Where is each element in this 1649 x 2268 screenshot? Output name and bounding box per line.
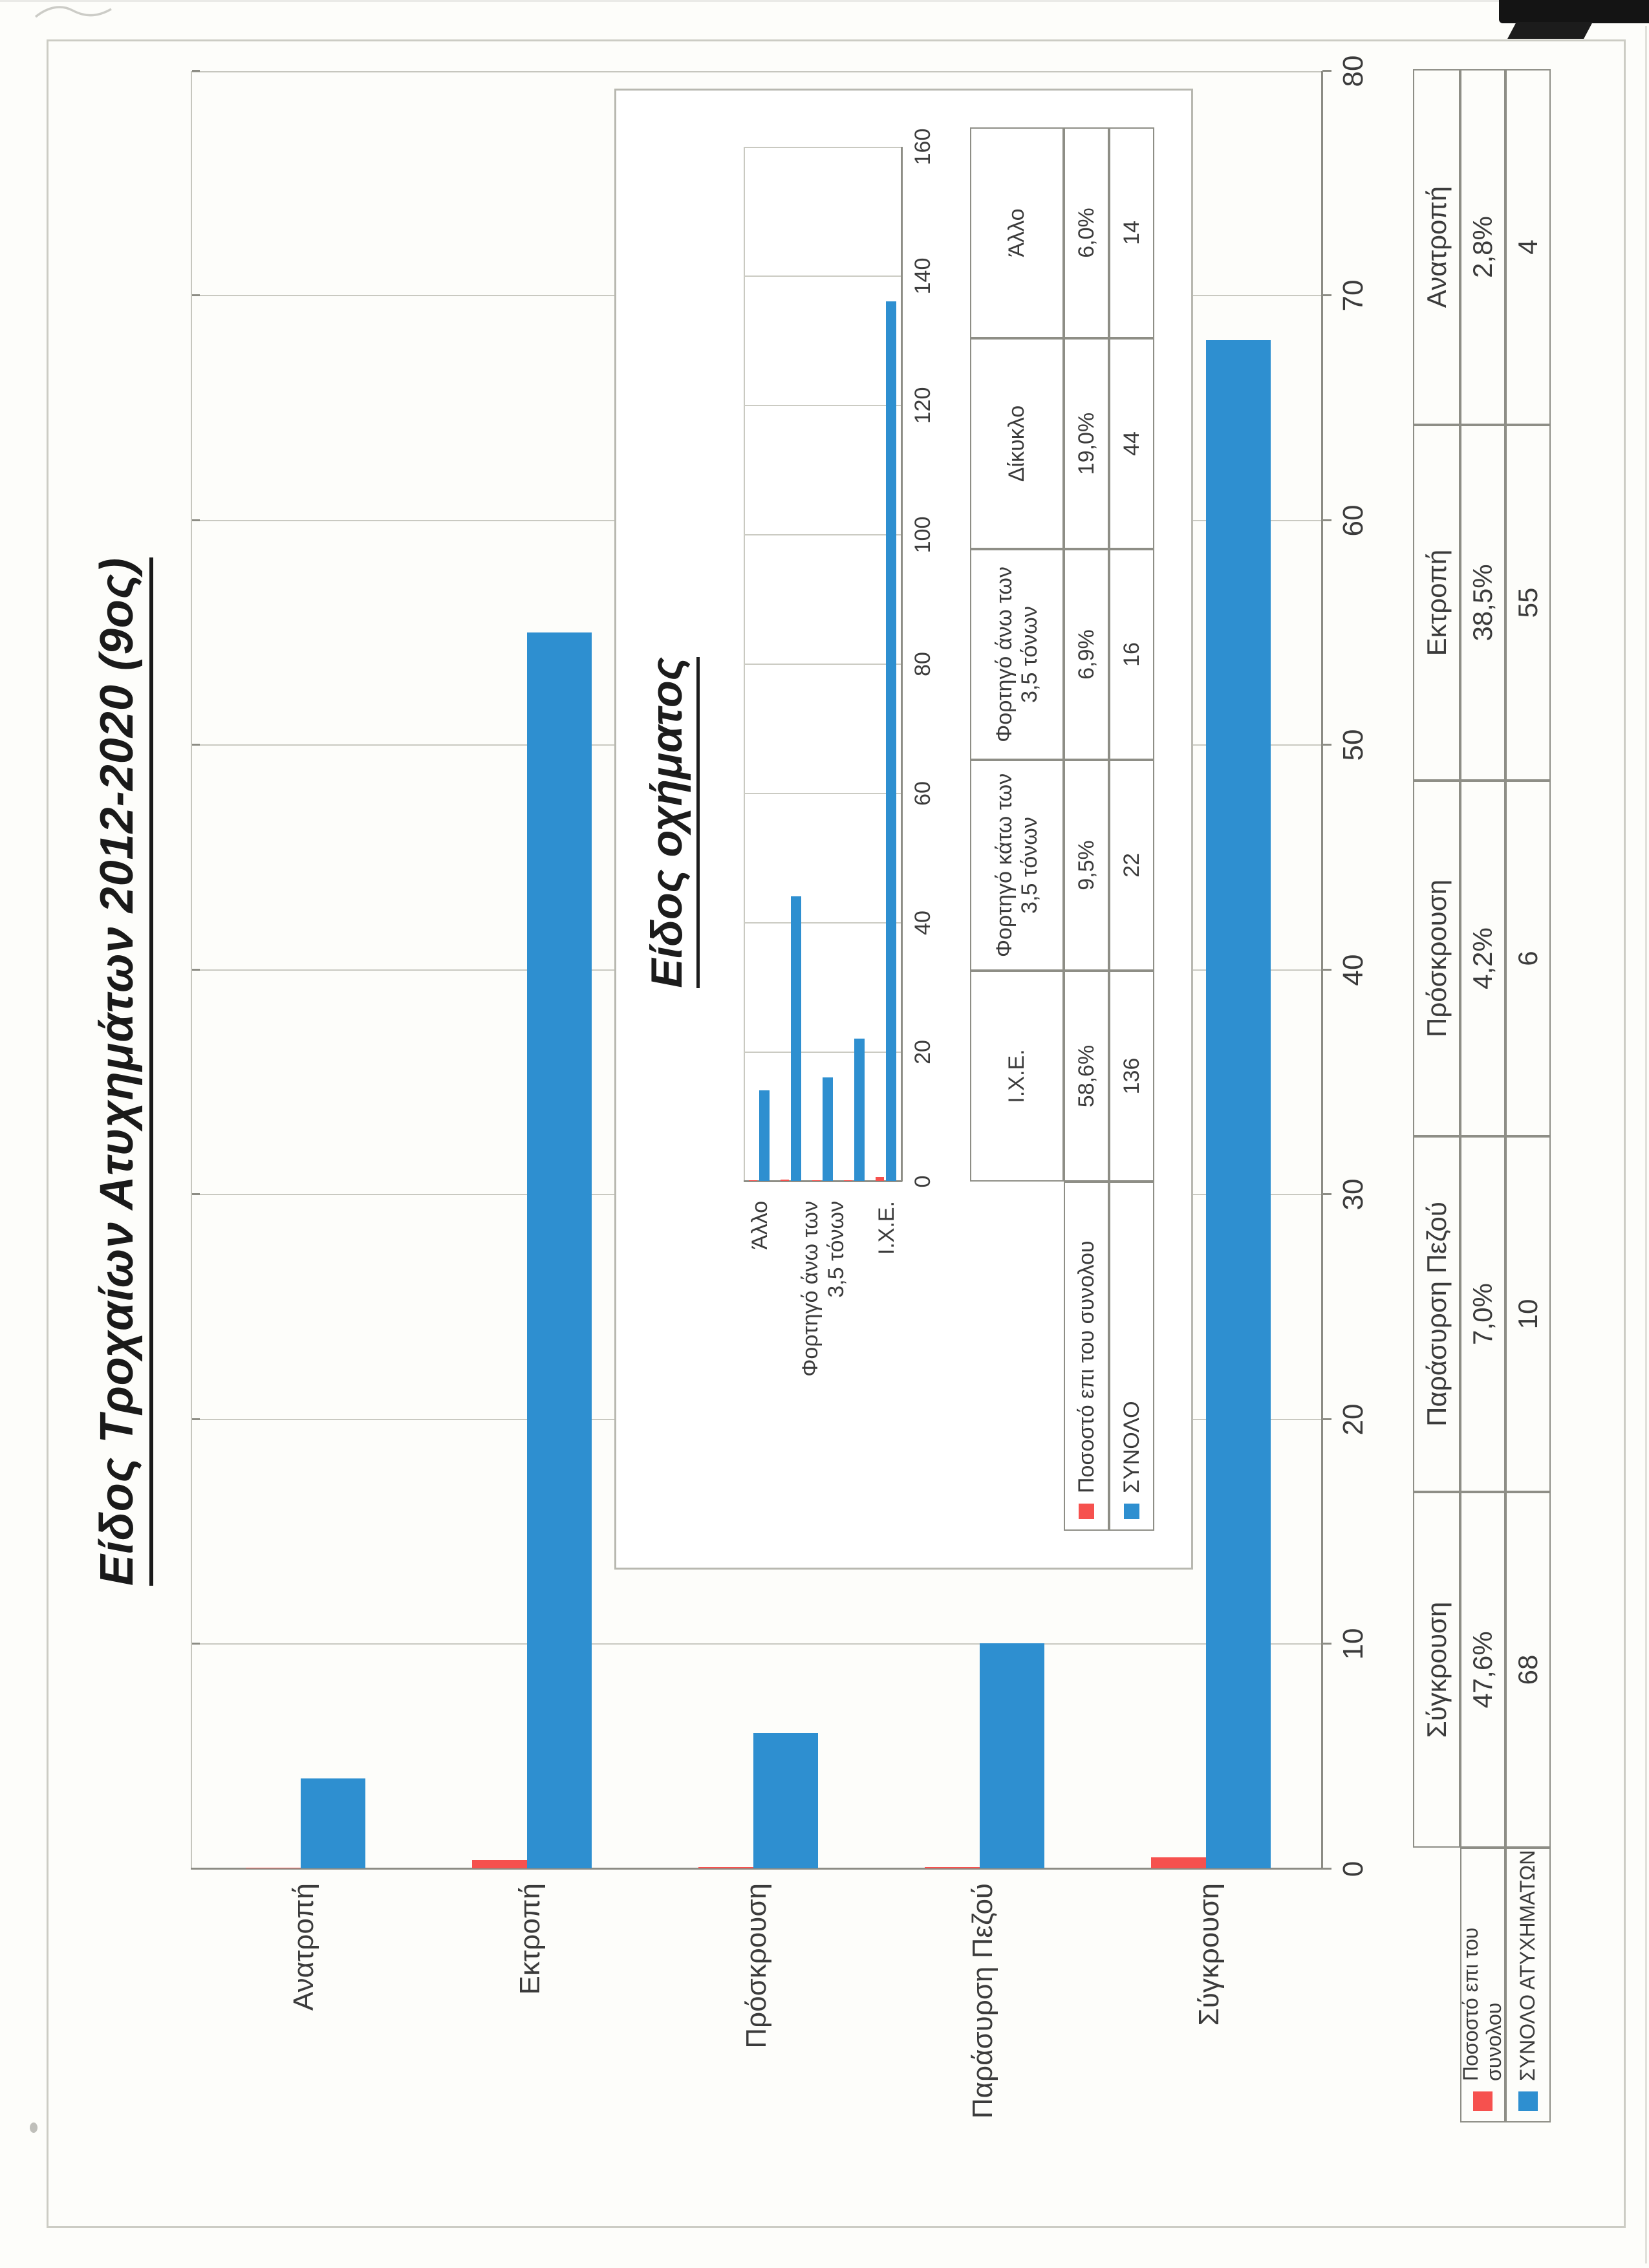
inset-table-total-2: 16: [1109, 549, 1154, 760]
inset-table-percent-1: 9,5%: [1064, 760, 1109, 971]
inset-table-header-2: Φορτηγό άνω των 3,5 τόνων: [970, 549, 1064, 760]
inset-gridline: [744, 1052, 902, 1053]
inset-bar-percent-3: [781, 1180, 789, 1181]
inset-value-axis-label: 160: [911, 128, 935, 166]
inset-bar-percent-0: [876, 1177, 884, 1181]
inset-bar-total-4: [759, 1090, 770, 1181]
inset-table-series-label-0: Ποσοστό επι του συνολου: [1064, 1182, 1109, 1531]
inset-gridline: [744, 534, 902, 535]
inset-table-total-1: 22: [1109, 760, 1154, 971]
inset-bar-percent-4: [749, 1180, 757, 1181]
inset-table-total-0: 136: [1109, 971, 1154, 1182]
inset-table-percent-4: 6,0%: [1064, 127, 1109, 338]
inset-bar-total-2: [823, 1077, 833, 1181]
inset-bar-percent-2: [812, 1180, 821, 1181]
inset-value-axis-label: 0: [911, 1175, 935, 1188]
inset-table-header-0: Ι.Χ.Ε.: [970, 971, 1064, 1182]
inset-gridline: [744, 664, 902, 665]
inset-bar-percent-1: [844, 1180, 852, 1181]
inset-table-header-1: Φορτηγό κάτω των 3,5 τόνων: [970, 760, 1064, 971]
inset-value-axis-line: [901, 147, 903, 1182]
inset-bar-total-1: [854, 1039, 865, 1181]
scanner-right-edge-shadow: [1645, 26, 1647, 2263]
inset-bar-total-0: [886, 301, 896, 1181]
inset-category-label: Φορτηγό άνω των 3,5 τόνων: [798, 1201, 848, 1377]
inset-category-label: Ι.Χ.Ε.: [874, 1201, 899, 1255]
inset-series-key-swatch-1: [1124, 1504, 1139, 1519]
inset-bar-total-3: [791, 896, 801, 1181]
inset-value-axis-label: 20: [911, 1040, 935, 1064]
inset-table-total-4: 14: [1109, 127, 1154, 338]
scanner-artifact-black-bar: [1499, 0, 1649, 23]
inset-value-axis-label: 80: [911, 652, 935, 676]
inset-table-total-3: 44: [1109, 338, 1154, 549]
pencil-scribble: [34, 6, 112, 18]
inset-gridline: [744, 275, 902, 277]
inset-table-percent-2: 6,9%: [1064, 549, 1109, 760]
inset-value-axis-label: 140: [911, 257, 935, 295]
inset-gridline: [744, 405, 902, 406]
inset-series-name-0: Ποσοστό επι του συνολου: [1073, 1240, 1099, 1493]
inset-category-label: Άλλο: [748, 1201, 772, 1250]
inset-table-header-4: Άλλο: [970, 127, 1064, 338]
scanner-top-edge-shadow: [0, 0, 1649, 2]
inset-table-percent-0: 58,6%: [1064, 971, 1109, 1182]
inset-gridline: [744, 922, 902, 923]
inset-series-key-swatch-0: [1079, 1504, 1094, 1519]
inset-value-axis-label: 40: [911, 911, 935, 935]
inset-value-axis-label: 60: [911, 781, 935, 806]
inset-series-name-1: ΣΥΝΟΛΟ: [1119, 1401, 1144, 1493]
inset-gridline: [744, 793, 902, 794]
inset-table-header-3: Δίκυκλο: [970, 338, 1064, 549]
scanner-artifact-black-tab: [1507, 22, 1593, 39]
inset-value-axis-label: 100: [911, 516, 935, 554]
scan-speck: [30, 2122, 38, 2133]
inset-table-percent-3: 19,0%: [1064, 338, 1109, 549]
inset-table-series-label-1: ΣΥΝΟΛΟ: [1109, 1182, 1154, 1531]
inset-value-axis-label: 120: [911, 387, 935, 424]
